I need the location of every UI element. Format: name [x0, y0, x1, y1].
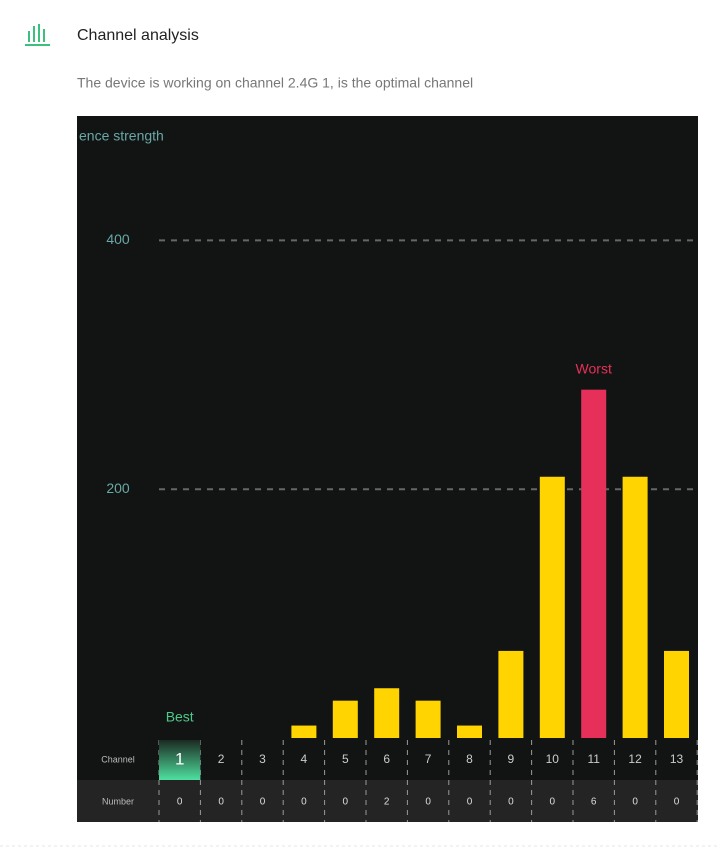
app-icon — [25, 24, 50, 46]
number-row — [77, 780, 698, 822]
bar — [581, 389, 607, 738]
channel-count: 0 — [343, 797, 349, 808]
x-tick-label: 10 — [546, 752, 560, 766]
bar — [332, 700, 358, 738]
bar — [374, 688, 400, 738]
bar — [622, 476, 648, 738]
channel-count: 0 — [218, 797, 224, 808]
x-tick-label: 5 — [342, 752, 349, 766]
channel-count: 6 — [591, 797, 597, 808]
bar — [457, 725, 482, 738]
row-label: Number — [102, 796, 134, 806]
bar — [291, 725, 317, 738]
selected-channel — [159, 740, 201, 780]
x-tick-label: 4 — [301, 752, 308, 766]
y-tick-label: 400 — [106, 231, 130, 247]
channel-count: 0 — [425, 797, 431, 808]
bar — [415, 700, 441, 738]
bar — [539, 476, 565, 738]
x-tick-label: 2 — [218, 752, 225, 766]
title: Channel analysis — [77, 27, 199, 44]
bar — [664, 650, 689, 738]
x-tick-label: 9 — [508, 752, 515, 766]
x-tick-label: 12 — [628, 752, 642, 766]
channel-count: 0 — [467, 797, 473, 808]
subtitle: The device is working on channel 2.4G 1,… — [77, 75, 473, 91]
channel-count: 0 — [301, 797, 307, 808]
x-tick-label: 11 — [587, 752, 600, 766]
x-tick-label: 7 — [425, 752, 432, 766]
x-tick-label: 8 — [466, 752, 473, 766]
channel-count: 0 — [508, 797, 514, 808]
annotation: Worst — [576, 360, 612, 376]
x-tick-label: 3 — [259, 752, 266, 766]
channel-count: 0 — [632, 797, 638, 808]
channel-count: 0 — [260, 797, 266, 808]
row-label: Channel — [101, 754, 135, 764]
x-tick-label: 6 — [383, 752, 390, 766]
y-axis-label: ence strength — [79, 128, 164, 144]
x-tick-label: 1 — [175, 749, 184, 768]
channel-count: 2 — [384, 797, 390, 808]
channel-count: 0 — [674, 797, 680, 808]
x-tick-label: 13 — [670, 752, 684, 766]
channel-count: 0 — [177, 797, 183, 808]
annotation: Best — [166, 709, 194, 725]
bar — [498, 650, 524, 738]
channel-count: 0 — [550, 797, 556, 808]
y-tick-label: 200 — [106, 480, 130, 496]
